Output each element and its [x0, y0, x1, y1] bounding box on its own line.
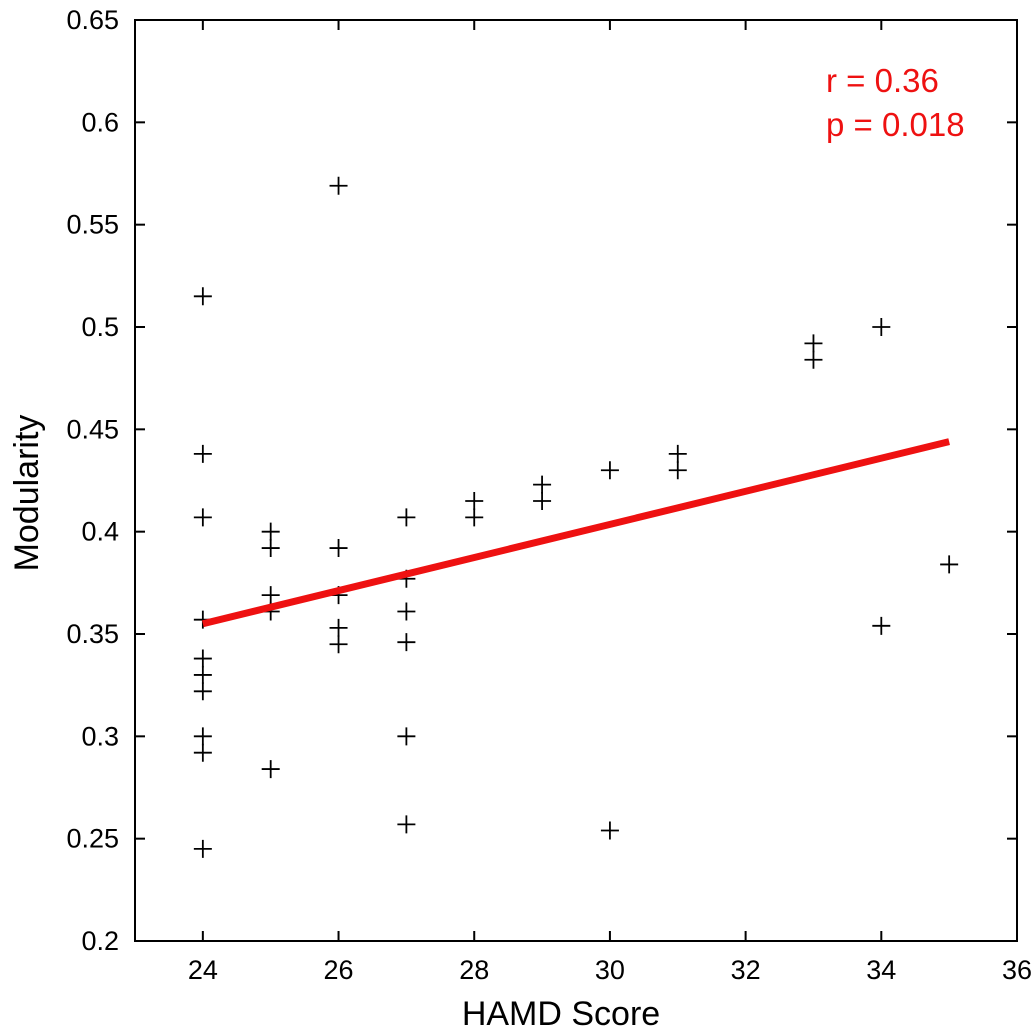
data-point-marker — [193, 649, 212, 668]
y-tick-label: 0.5 — [81, 312, 119, 342]
y-axis-title: Modularity — [8, 415, 46, 572]
data-point-marker — [193, 727, 212, 746]
data-point-marker — [465, 491, 484, 510]
data-point-marker — [261, 522, 280, 541]
data-point-marker — [261, 539, 280, 558]
x-tick-label: 34 — [866, 955, 896, 985]
y-tick-label: 0.4 — [81, 517, 119, 547]
x-tick-label: 32 — [731, 955, 761, 985]
data-point-marker — [465, 508, 484, 527]
data-point-marker — [193, 665, 212, 684]
data-point-marker — [804, 350, 823, 369]
x-tick-label: 24 — [188, 955, 218, 985]
correlation-p-label: p = 0.018 — [826, 106, 965, 143]
data-point-marker — [397, 815, 416, 834]
data-point-marker — [804, 334, 823, 353]
y-axis-ticks: 0.2 0.25 0.3 0.35 0.4 0.45 0.5 0.55 0.6 0.65 — [66, 5, 1017, 956]
y-tick-label: 0.2 — [81, 926, 119, 956]
data-point-marker — [397, 508, 416, 527]
x-tick-label: 26 — [324, 955, 354, 985]
y-tick-label: 0.55 — [66, 210, 119, 240]
y-tick-label: 0.45 — [66, 414, 119, 444]
data-point-marker — [193, 839, 212, 858]
data-point-marker — [668, 461, 687, 480]
y-tick-label: 0.3 — [81, 721, 119, 751]
data-point-marker — [668, 444, 687, 463]
data-point-marker — [261, 586, 280, 605]
data-point-marker — [940, 555, 959, 574]
y-tick-label: 0.65 — [66, 5, 119, 35]
x-tick-label: 28 — [459, 955, 489, 985]
x-tick-label: 30 — [595, 955, 625, 985]
data-point-marker — [329, 618, 348, 637]
data-point-marker — [600, 461, 619, 480]
y-tick-label: 0.25 — [66, 824, 119, 854]
data-point-marker — [397, 727, 416, 746]
data-point-marker — [193, 444, 212, 463]
correlation-r-label: r = 0.36 — [826, 62, 939, 99]
data-point-marker — [397, 602, 416, 621]
data-point-marker — [193, 743, 212, 762]
y-tick-label: 0.35 — [66, 619, 119, 649]
x-axis-ticks: 24 26 28 30 32 34 36 — [188, 20, 1032, 985]
plot-area — [134, 19, 1018, 942]
data-point-marker — [329, 539, 348, 558]
x-tick-label: 36 — [1002, 955, 1032, 985]
data-point-marker — [600, 821, 619, 840]
y-tick-label: 0.6 — [81, 107, 119, 137]
data-point-marker — [193, 682, 212, 701]
data-point-marker — [261, 760, 280, 779]
x-axis-title: HAMD Score — [462, 995, 660, 1032]
data-point-marker — [872, 318, 891, 336]
data-point-marker — [193, 287, 212, 306]
data-point-marker — [193, 508, 212, 527]
data-point-marker — [872, 616, 891, 635]
data-point-marker — [397, 633, 416, 652]
data-point-marker — [533, 475, 552, 494]
regression-line — [202, 438, 950, 628]
data-point-marker — [329, 635, 348, 654]
data-point-marker — [533, 491, 552, 510]
data-point-marker — [329, 176, 348, 195]
